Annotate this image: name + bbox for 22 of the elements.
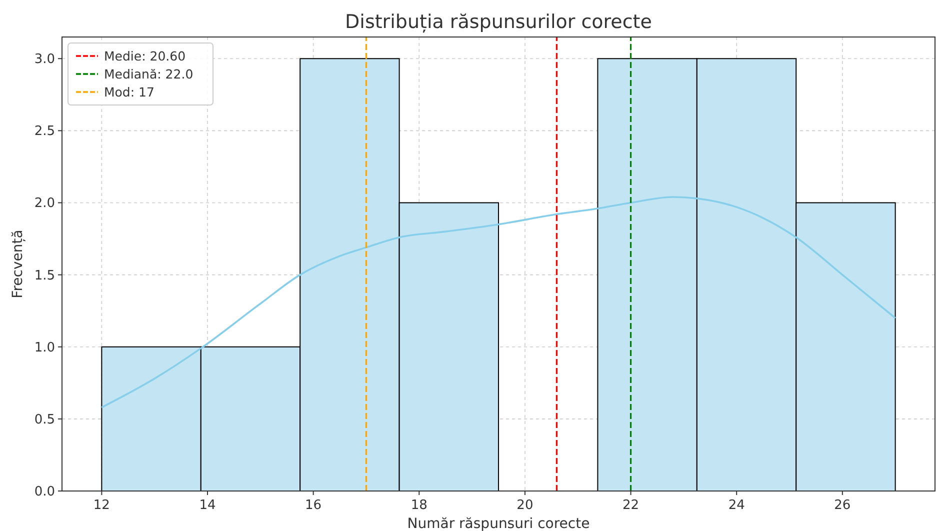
x-tick-label: 14: [199, 498, 216, 513]
x-tick-label: 22: [622, 498, 640, 513]
y-tick-label: 3.0: [34, 52, 55, 68]
y-tick-label: 0.5: [34, 412, 55, 428]
x-axis-title: Număr răspunsuri corecte: [407, 516, 590, 531]
y-tick-label: 2.0: [34, 196, 55, 212]
legend-label: Medie: 20.60: [104, 48, 186, 64]
chart-title: Distribuția răspunsurilor corecte: [345, 11, 652, 33]
x-tick-label: 16: [305, 498, 322, 513]
legend-label: Mod: 17: [104, 84, 154, 100]
x-tick-label: 24: [728, 498, 745, 513]
x-tick-label: 20: [516, 498, 534, 513]
x-tick-label: 26: [834, 498, 851, 513]
y-axis-title: Frecvență: [10, 230, 26, 298]
y-tick-label: 2.5: [34, 124, 55, 140]
line-series: [100, 196, 896, 408]
x-tick-label: 18: [410, 498, 428, 513]
x-tick-label: 12: [93, 498, 110, 513]
legend-label: Mediană: 22.0: [104, 66, 194, 82]
y-tick-label: 1.5: [34, 268, 55, 284]
y-tick-label: 0.0: [34, 484, 55, 500]
y-tick-label: 1.0: [34, 340, 55, 356]
